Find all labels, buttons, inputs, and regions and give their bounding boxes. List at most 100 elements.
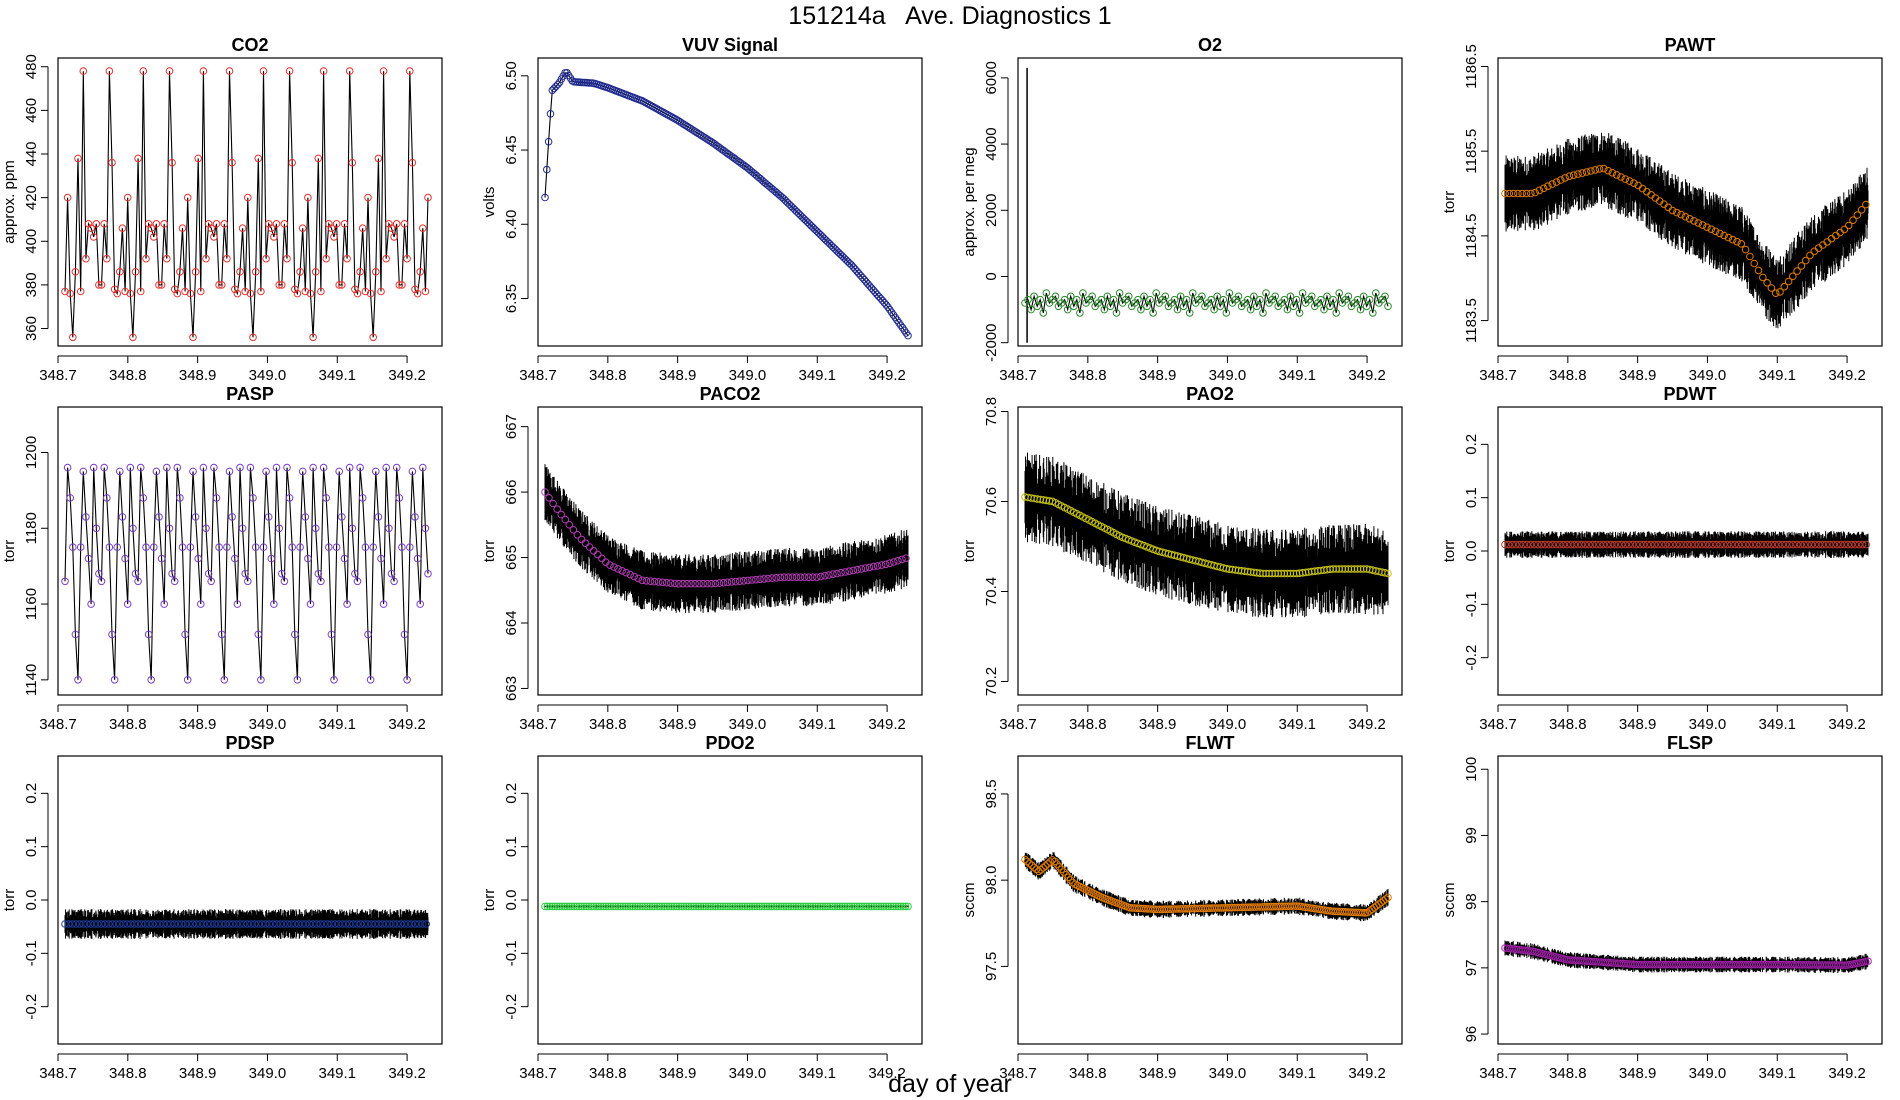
data-point [743,902,752,911]
data-point [662,578,671,587]
data-point [418,920,427,928]
data-point [744,576,752,585]
data-point [259,67,268,75]
data-point [241,287,249,296]
data-point [849,263,858,271]
data-point [776,573,785,582]
data-point [719,578,728,587]
data-point [687,902,696,911]
data-point [377,287,385,296]
data-point [348,158,357,167]
x-tick-label: 348.7 [39,1065,77,1082]
y-tick-label: -2000 [983,324,1000,362]
data-point [1771,540,1779,549]
data-point [1501,540,1509,549]
data-point [108,158,116,167]
data-point [1036,295,1044,304]
data-point [1050,857,1059,866]
data-point [1716,229,1724,238]
x-tick-label: 349.1 [1278,716,1316,733]
data-point [870,902,878,911]
data-point [250,920,259,928]
data-point [1286,292,1295,301]
data-point [738,902,747,911]
data-point [309,920,317,928]
data-point [1198,292,1206,301]
data-point [170,577,179,586]
y-tick-label: -0.2 [23,994,40,1020]
data-point [684,902,693,911]
data-point [1676,540,1684,549]
x-tick-label: 349.0 [249,1065,287,1082]
y-tick-label: 6.35 [503,284,520,313]
data-point [831,902,839,911]
data-point [152,920,160,928]
y-tick-label: 440 [23,141,40,166]
data-point [658,902,666,911]
data-point [220,220,229,228]
data-point [894,902,903,911]
data-point [1759,273,1767,282]
data-point [655,902,664,911]
x-tick-label: 348.7 [39,367,77,384]
data-point [715,579,724,587]
data-point [353,289,362,298]
data-point [69,543,77,552]
data-point [1048,856,1057,864]
data-point [1836,540,1845,549]
data-point [345,920,354,928]
data-point [1825,540,1834,549]
x-tick-label: 349.2 [1828,1065,1866,1082]
data-point [251,543,260,552]
data-point [1636,540,1644,549]
data-point [726,902,735,911]
data-point [89,463,98,472]
data-point [79,920,87,928]
data-point [327,920,336,928]
data-point [76,543,85,552]
data-point [1384,893,1392,902]
data-point [302,920,310,928]
data-point [1578,169,1587,177]
data-point [851,265,859,274]
data-point [619,902,627,911]
data-point [739,577,748,585]
data-point [293,289,302,298]
data-point [593,550,602,559]
data-point [816,902,825,911]
y-axis-label: torr [1,889,18,912]
data-point [780,573,789,582]
data-point [1698,221,1707,229]
data-point [136,463,145,472]
data-point [553,902,562,911]
data-point [338,513,346,521]
data-point [1716,540,1725,549]
data-point [1037,866,1045,874]
data-point [809,902,817,911]
data-point [545,494,553,502]
data-point [707,579,716,588]
data-point [589,902,598,911]
data-point [877,902,886,911]
data-point [694,902,703,911]
data-point [275,281,284,289]
data-point [291,285,299,294]
data-point [638,576,647,585]
data-point [777,902,786,911]
data-point [223,254,231,263]
y-tick-label: 96 [1463,1026,1480,1043]
data-point [727,578,736,586]
y-tick-label: 1200 [23,436,40,469]
data-point [1514,189,1522,198]
data-point [243,920,252,928]
data-point [572,902,581,911]
data-point [228,513,236,521]
y-tick-label: 667 [503,414,520,439]
y-axis-label: approx. ppm [1,160,18,243]
data-point [249,494,257,502]
y-axis-label: sccm [1441,883,1458,918]
data-point [173,289,182,298]
data-point [116,467,124,476]
data-point [413,554,422,563]
data-point [1818,540,1827,549]
